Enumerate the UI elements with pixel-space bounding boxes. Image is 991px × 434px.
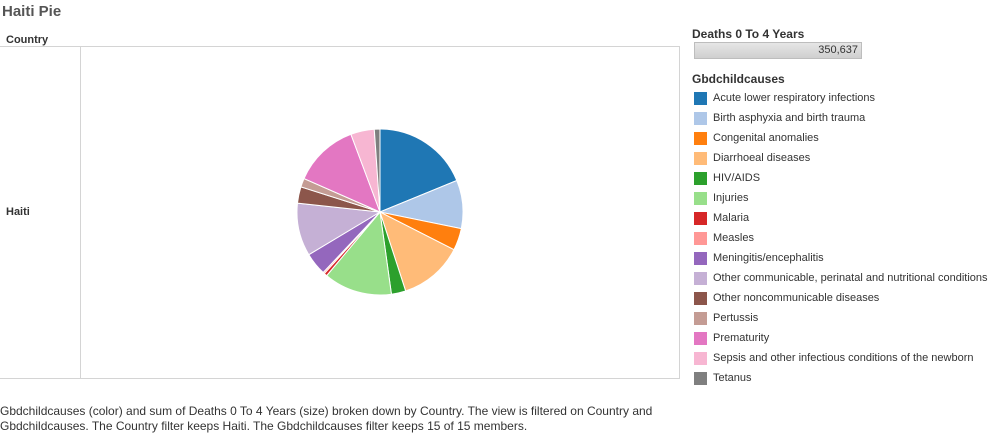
legend-item[interactable]: Other noncommunicable diseases bbox=[694, 288, 988, 308]
color-legend-title: Gbdchildcauses bbox=[692, 72, 785, 86]
legend-item[interactable]: Congenital anomalies bbox=[694, 128, 988, 148]
legend-label: Acute lower respiratory infections bbox=[713, 92, 876, 104]
legend-label: Injuries bbox=[713, 192, 749, 204]
legend-label: HIV/AIDS bbox=[713, 172, 761, 184]
pie-slice[interactable] bbox=[325, 210, 393, 296]
row-header-haiti: Haiti bbox=[6, 206, 30, 218]
legend-swatch bbox=[694, 131, 707, 145]
legend-label: Pertussis bbox=[713, 312, 759, 324]
legend-swatch bbox=[694, 251, 707, 265]
size-legend-title: Deaths 0 To 4 Years bbox=[692, 27, 805, 41]
pie-slice[interactable] bbox=[303, 133, 381, 213]
legend-label: Measles bbox=[713, 232, 754, 244]
legend-label: Other noncommunicable diseases bbox=[713, 292, 880, 304]
legend-item[interactable]: Prematurity bbox=[694, 328, 988, 348]
legend-swatch bbox=[694, 91, 707, 105]
legend-swatch bbox=[694, 191, 707, 205]
legend-item[interactable]: Birth asphyxia and birth trauma bbox=[694, 108, 988, 128]
size-legend-bar: 350,637 bbox=[694, 42, 862, 59]
column-header-country: Country bbox=[6, 34, 49, 46]
page-title: Haiti Pie bbox=[2, 3, 62, 20]
legend-swatch bbox=[694, 151, 707, 165]
legend-swatch bbox=[694, 351, 707, 365]
plot-pane bbox=[80, 46, 680, 379]
legend-swatch bbox=[694, 231, 707, 245]
legend-swatch bbox=[694, 291, 707, 305]
legend-item[interactable]: Malaria bbox=[694, 208, 988, 228]
legend-item[interactable]: Sepsis and other infectious conditions o… bbox=[694, 348, 988, 368]
legend-swatch bbox=[694, 311, 707, 325]
legend-swatch bbox=[694, 331, 707, 345]
legend-swatch bbox=[694, 271, 707, 285]
pie-slice[interactable] bbox=[379, 128, 458, 213]
legend-item[interactable]: Injuries bbox=[694, 188, 988, 208]
row-header-pane bbox=[0, 46, 80, 379]
legend-swatch bbox=[694, 111, 707, 125]
legend-label: Prematurity bbox=[713, 332, 770, 344]
legend-label: Birth asphyxia and birth trauma bbox=[713, 112, 866, 124]
legend-label: Sepsis and other infectious conditions o… bbox=[713, 352, 974, 364]
pie-chart[interactable] bbox=[80, 46, 680, 379]
legend-item[interactable]: Tetanus bbox=[694, 368, 988, 388]
legend-label: Other communicable, perinatal and nutrit… bbox=[713, 272, 988, 284]
legend-swatch bbox=[694, 171, 707, 185]
size-legend-value: 350,637 bbox=[818, 44, 858, 56]
legend-item[interactable]: Meningitis/encephalitis bbox=[694, 248, 988, 268]
legend-item[interactable]: Measles bbox=[694, 228, 988, 248]
legend-swatch bbox=[694, 371, 707, 385]
legend-label: Diarrhoeal diseases bbox=[713, 152, 811, 164]
legend-label: Malaria bbox=[713, 212, 750, 224]
pie-slice[interactable] bbox=[379, 211, 455, 292]
legend-item[interactable]: Pertussis bbox=[694, 308, 988, 328]
legend-label: Congenital anomalies bbox=[713, 132, 819, 144]
legend-swatch bbox=[694, 211, 707, 225]
view-caption: Gbdchildcauses (color) and sum of Deaths… bbox=[0, 404, 653, 433]
legend-item[interactable]: Other communicable, perinatal and nutrit… bbox=[694, 268, 988, 288]
legend-label: Tetanus bbox=[713, 372, 752, 384]
legend-item[interactable]: HIV/AIDS bbox=[694, 168, 988, 188]
pie-slice[interactable] bbox=[373, 128, 381, 213]
legend-item[interactable]: Acute lower respiratory infections bbox=[694, 88, 988, 108]
legend-label: Meningitis/encephalitis bbox=[713, 252, 824, 264]
color-legend: Acute lower respiratory infections Birth … bbox=[694, 88, 988, 388]
legend-item[interactable]: Diarrhoeal diseases bbox=[694, 148, 988, 168]
